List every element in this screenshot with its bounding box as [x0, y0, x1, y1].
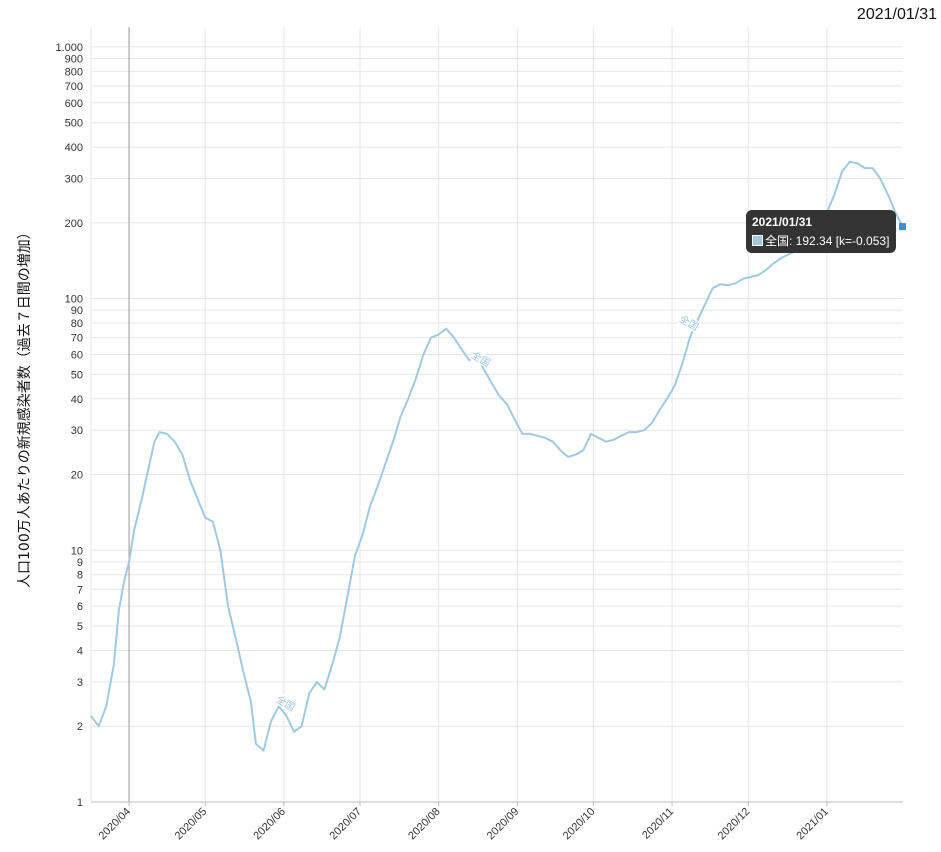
y-tick-label: 8 — [77, 570, 83, 582]
y-tick-label: 4 — [77, 645, 83, 657]
series-swatch-icon — [752, 235, 763, 246]
y-tick-label: 60 — [71, 349, 83, 361]
y-tick-label: 40 — [71, 394, 83, 406]
y-tick-label: 400 — [65, 142, 83, 154]
x-tick-label: 2021/01 — [794, 806, 831, 843]
tooltip-value: 全国: 192.34 [k=-0.053] — [765, 234, 890, 248]
y-tick-label: 700 — [65, 81, 83, 93]
y-tick-label: 100 — [65, 294, 83, 306]
y-tick-label: 200 — [65, 218, 83, 230]
x-tick-label: 2020/05 — [173, 806, 210, 843]
y-tick-label: 10 — [71, 545, 83, 557]
y-tick-label: 5 — [77, 621, 83, 633]
series-inline-label: 全国 — [469, 348, 493, 369]
x-tick-label: 2020/10 — [561, 806, 598, 843]
y-tick-label: 70 — [71, 333, 83, 345]
series-line — [90, 160, 904, 752]
x-tick-labels: 2020/04 2020/05 2020/06 2020/07 2020/08 2020/… — [97, 806, 831, 843]
series-inline-label: 全国 — [677, 312, 701, 333]
x-tick-label: 2020/12 — [716, 806, 753, 843]
x-tick-label: 2020/11 — [640, 806, 676, 842]
tooltip-row: 全国: 192.34 [k=-0.053] — [752, 232, 890, 249]
y-tick-label: 3 — [77, 677, 83, 689]
x-tick-label: 2020/07 — [327, 806, 364, 843]
y-tick-label: 1 — [77, 797, 83, 809]
x-tick-label: 2020/08 — [406, 806, 443, 843]
y-tick-label: 9 — [77, 557, 83, 569]
y-tick-label: 600 — [65, 98, 83, 110]
y-tick-label: 2 — [77, 721, 83, 733]
series-layer — [90, 160, 906, 752]
y-tick-label: 80 — [71, 318, 83, 330]
current-date-label: 2021/01/31 — [856, 6, 937, 23]
y-tick-label: 900 — [65, 53, 83, 65]
last-point-marker[interactable] — [899, 223, 906, 231]
y-tick-label: 500 — [65, 118, 83, 130]
tooltip-title: 2021/01/31 — [752, 215, 813, 229]
y-tick-label: 1.000 — [55, 42, 83, 54]
y-tick-label: 300 — [65, 174, 83, 186]
y-tick-label: 90 — [71, 305, 83, 317]
x-tick-label: 2020/09 — [485, 806, 522, 843]
x-tick-label: 2020/06 — [251, 806, 288, 843]
y-tick-label: 7 — [77, 584, 83, 596]
y-tick-label: 20 — [71, 470, 83, 482]
y-tick-label: 6 — [77, 601, 83, 613]
x-tick-label: 2020/04 — [97, 806, 134, 843]
tooltip: 2021/01/31 全国: 192.34 [k=-0.053] — [746, 210, 896, 253]
gridlines — [90, 27, 903, 806]
y-tick-label: 800 — [65, 66, 83, 78]
y-tick-label: 50 — [71, 369, 83, 381]
y-tick-label: 30 — [71, 425, 83, 437]
